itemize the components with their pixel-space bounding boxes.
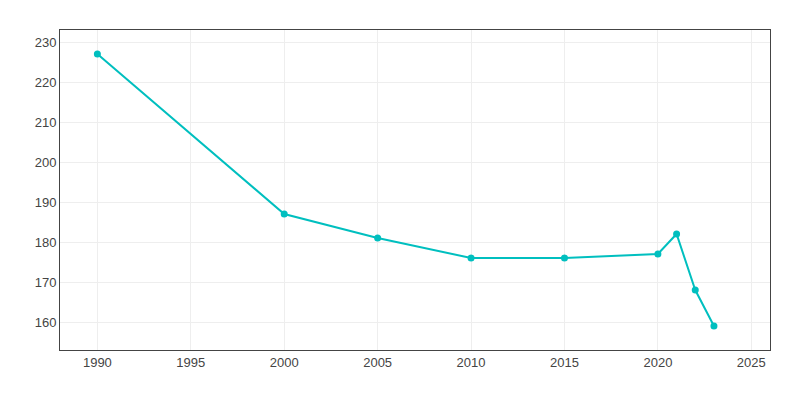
svg-text:2000: 2000 bbox=[270, 355, 299, 370]
svg-text:230: 230 bbox=[35, 35, 57, 50]
svg-text:1995: 1995 bbox=[176, 355, 205, 370]
svg-text:200: 200 bbox=[35, 155, 57, 170]
svg-text:2005: 2005 bbox=[363, 355, 392, 370]
svg-text:1990: 1990 bbox=[83, 355, 112, 370]
svg-text:2025: 2025 bbox=[737, 355, 766, 370]
svg-text:170: 170 bbox=[35, 275, 57, 290]
svg-text:220: 220 bbox=[35, 75, 57, 90]
svg-text:2020: 2020 bbox=[643, 355, 672, 370]
svg-text:180: 180 bbox=[35, 235, 57, 250]
svg-text:2015: 2015 bbox=[550, 355, 579, 370]
svg-text:210: 210 bbox=[35, 115, 57, 130]
svg-text:160: 160 bbox=[35, 315, 57, 330]
svg-text:2010: 2010 bbox=[457, 355, 486, 370]
svg-text:190: 190 bbox=[35, 195, 57, 210]
